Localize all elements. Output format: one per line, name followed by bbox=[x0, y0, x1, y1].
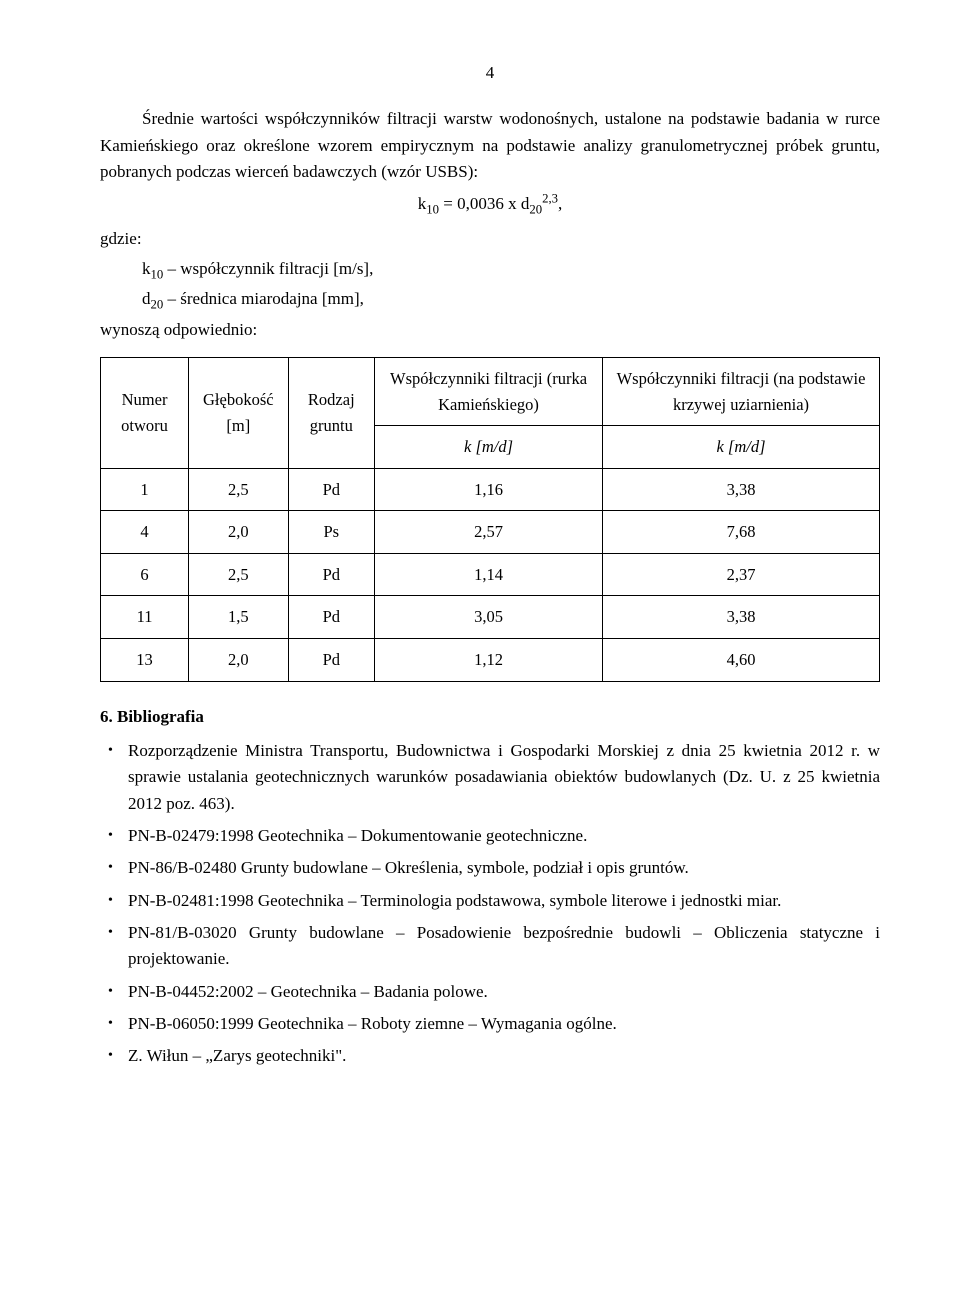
formula-sub2: 20 bbox=[529, 203, 542, 217]
col-rurka-unit: k [m/d] bbox=[375, 426, 603, 469]
bibliography-item: PN-86/B-02480 Grunty budowlane – Określe… bbox=[128, 855, 880, 881]
bibliography-item: PN-B-06050:1999 Geotechnika – Roboty zie… bbox=[128, 1011, 880, 1037]
formula-sub1: 10 bbox=[426, 203, 439, 217]
table-cell: 1,12 bbox=[375, 639, 603, 682]
table-row: 132,0Pd1,124,60 bbox=[101, 639, 880, 682]
def-d-sub: 20 bbox=[151, 298, 164, 312]
table-cell: 2,5 bbox=[189, 468, 288, 511]
table-cell: 1,16 bbox=[375, 468, 603, 511]
table-cell: 7,68 bbox=[603, 511, 880, 554]
intro-paragraph: Średnie wartości współczynników filtracj… bbox=[100, 106, 880, 185]
gdzie-label: gdzie: bbox=[100, 226, 880, 252]
table-cell: 3,38 bbox=[603, 596, 880, 639]
table-cell: 1,5 bbox=[189, 596, 288, 639]
bibliography-item: PN-81/B-03020 Grunty budowlane – Posadow… bbox=[128, 920, 880, 973]
table-cell: 2,57 bbox=[375, 511, 603, 554]
table-cell: Pd bbox=[288, 596, 375, 639]
table-cell: 3,38 bbox=[603, 468, 880, 511]
table-cell: 3,05 bbox=[375, 596, 603, 639]
filtration-table: Numer otworu Głębokość [m] Rodzaj gruntu… bbox=[100, 357, 880, 682]
bibliography-item: Z. Wiłun – „Zarys geotechniki". bbox=[128, 1043, 880, 1069]
bibliography-item: Rozporządzenie Ministra Transportu, Budo… bbox=[128, 738, 880, 817]
def-d-symbol: d bbox=[142, 289, 151, 308]
table-cell: 6 bbox=[101, 553, 189, 596]
table-cell: 2,37 bbox=[603, 553, 880, 596]
def-k-sub: 10 bbox=[151, 267, 164, 281]
table-cell: 4 bbox=[101, 511, 189, 554]
table-cell: 11 bbox=[101, 596, 189, 639]
table-cell: 13 bbox=[101, 639, 189, 682]
table-row: 111,5Pd3,053,38 bbox=[101, 596, 880, 639]
bibliography-item: PN-B-04452:2002 – Geotechnika – Badania … bbox=[128, 979, 880, 1005]
definition-d20: d20 – średnica miarodajna [mm], bbox=[142, 286, 880, 312]
table-cell: 2,0 bbox=[189, 511, 288, 554]
def-k-symbol: k bbox=[142, 259, 151, 278]
def-k-text: – współczynnik filtracji [m/s], bbox=[163, 259, 373, 278]
col-glebokosc: Głębokość [m] bbox=[189, 358, 288, 469]
wynosza-label: wynoszą odpowiednio: bbox=[100, 317, 880, 343]
def-d-text: – średnica miarodajna [mm], bbox=[163, 289, 364, 308]
page-number: 4 bbox=[100, 60, 880, 86]
formula-mid: = 0,0036 x d bbox=[439, 194, 529, 213]
table-row: 62,5Pd1,142,37 bbox=[101, 553, 880, 596]
col-rodzaj-gruntu: Rodzaj gruntu bbox=[288, 358, 375, 469]
formula: k10 = 0,0036 x d202,3, bbox=[100, 191, 880, 217]
table-cell: 2,5 bbox=[189, 553, 288, 596]
formula-sup: 2,3 bbox=[542, 192, 558, 206]
table-cell: Pd bbox=[288, 468, 375, 511]
col-numer-otworu: Numer otworu bbox=[101, 358, 189, 469]
table-cell: Pd bbox=[288, 553, 375, 596]
bibliography-heading: 6. Bibliografia bbox=[100, 704, 880, 730]
table-row: 42,0Ps2,577,68 bbox=[101, 511, 880, 554]
bibliography-list: Rozporządzenie Ministra Transportu, Budo… bbox=[100, 738, 880, 1070]
formula-tail: , bbox=[558, 194, 562, 213]
table-cell: Pd bbox=[288, 639, 375, 682]
col-krzywa-unit: k [m/d] bbox=[603, 426, 880, 469]
formula-k: k bbox=[418, 194, 427, 213]
col-krzywa-header: Współczynniki filtracji (na podstawie kr… bbox=[603, 358, 880, 426]
table-header-row: Numer otworu Głębokość [m] Rodzaj gruntu… bbox=[101, 358, 880, 426]
definition-k10: k10 – współczynnik filtracji [m/s], bbox=[142, 256, 880, 282]
col-rurka-header: Współczynniki filtracji (rurka Kamieński… bbox=[375, 358, 603, 426]
bibliography-item: PN-B-02479:1998 Geotechnika – Dokumentow… bbox=[128, 823, 880, 849]
table-cell: Ps bbox=[288, 511, 375, 554]
bibliography-item: PN-B-02481:1998 Geotechnika – Terminolog… bbox=[128, 888, 880, 914]
table-row: 12,5Pd1,163,38 bbox=[101, 468, 880, 511]
table-cell: 2,0 bbox=[189, 639, 288, 682]
table-cell: 1 bbox=[101, 468, 189, 511]
table-cell: 1,14 bbox=[375, 553, 603, 596]
table-cell: 4,60 bbox=[603, 639, 880, 682]
